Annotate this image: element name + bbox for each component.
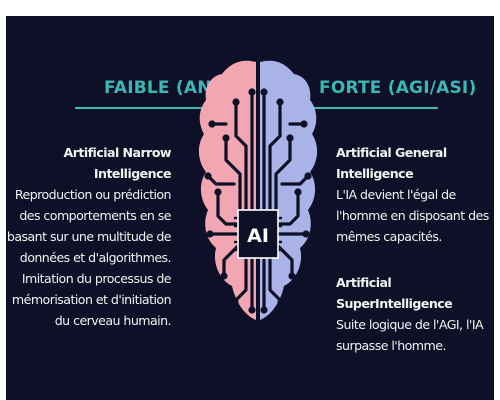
agi-title: Artificial General Intelligence — [336, 145, 447, 181]
circuit-traces — [208, 92, 308, 310]
asi-line: surpasse l'homme. — [336, 338, 446, 353]
brain-circuit-illustration: AI — [198, 60, 318, 322]
asi-line: Suite logique de l'AGI, l'IA — [336, 317, 484, 332]
agi-line: L'IA devient l'égal de — [336, 187, 456, 202]
strong-ai-heading: FORTE (AGI/ASI) — [319, 78, 477, 98]
agi-description: Artificial General Intelligence L'IA dev… — [336, 142, 494, 247]
ani-line: mémorisation et d'initiation — [11, 292, 172, 307]
weak-ai-heading: FAIBLE (ANI) — [104, 78, 227, 98]
circuit-nodes — [204, 88, 312, 314]
ani-line: Imitation du processus de — [21, 271, 172, 286]
ani-description: Artificial Narrow Intelligence Reproduct… — [6, 142, 172, 331]
ani-line: Reproduction ou prédiction — [14, 187, 172, 202]
ani-line: du cerveau humain. — [54, 313, 172, 328]
asi-description: Artificial SuperIntelligence Suite logiq… — [336, 272, 494, 356]
weak-ai-underline — [75, 107, 209, 109]
ani-title: Artificial Narrow Intelligence — [63, 145, 172, 181]
chip-label: AI — [247, 225, 269, 247]
agi-line: l'homme en disposant des — [336, 208, 489, 223]
strong-ai-underline — [304, 107, 438, 109]
ani-line: données et d'algorithmes. — [19, 250, 172, 265]
asi-title: Artificial SuperIntelligence — [336, 275, 453, 311]
ai-chip-icon: AI — [234, 204, 282, 264]
agi-line: mêmes capacités. — [336, 229, 442, 244]
ani-line: basant sur une multitude de — [6, 229, 172, 244]
ani-line: des comportements en se — [19, 208, 171, 223]
infographic-panel: FAIBLE (ANI) FORTE (AGI/ASI) Artificial … — [6, 16, 494, 400]
